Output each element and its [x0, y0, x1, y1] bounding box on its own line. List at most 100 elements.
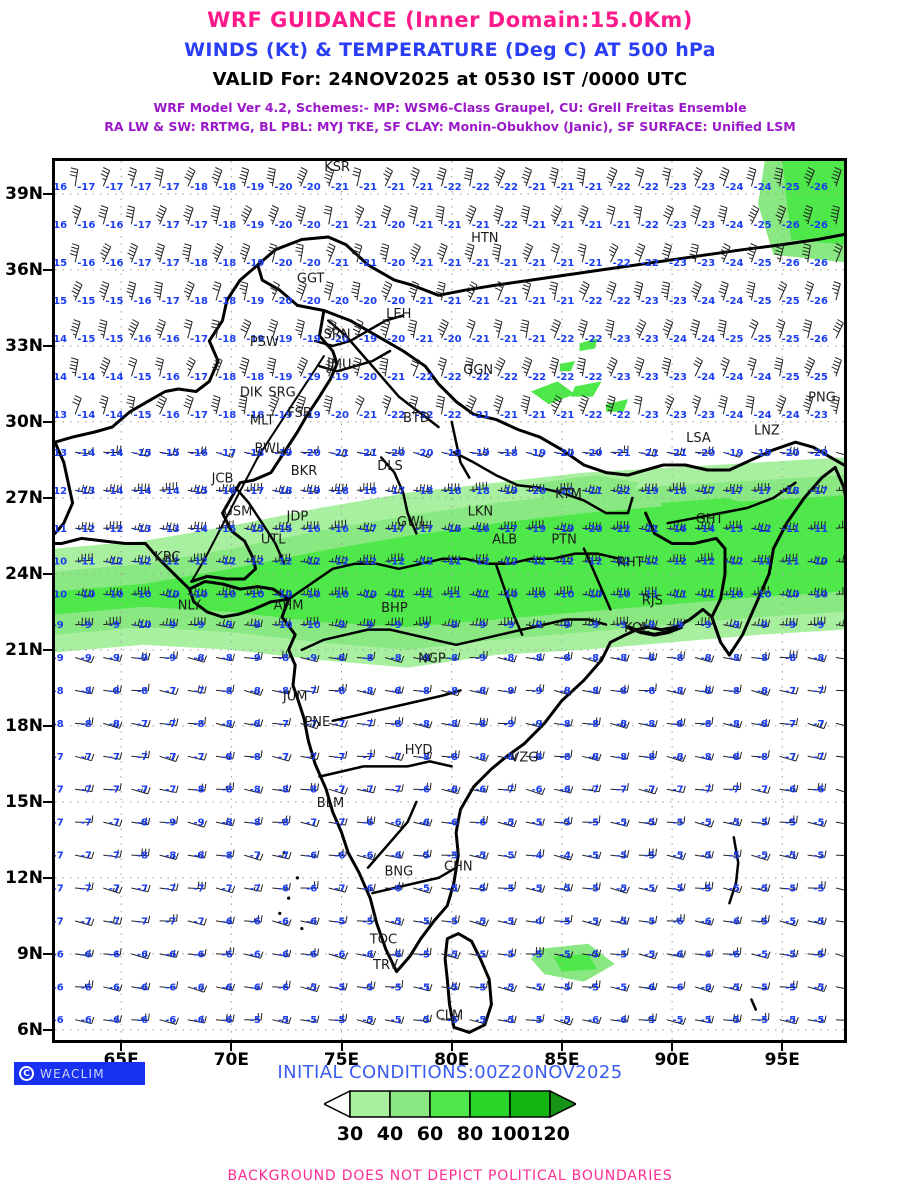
wind-barb-feather [394, 588, 398, 596]
wind-barb-feather [521, 208, 529, 212]
wind-barb-feather [155, 214, 163, 219]
wind-barb-feather [172, 618, 175, 626]
wind-barb-feather [288, 815, 291, 823]
wind-barb-feather [598, 589, 602, 597]
wind-barb-half-feather [331, 558, 334, 562]
wind-barb-half-feather [185, 219, 190, 222]
wind-barb-feather [296, 366, 304, 371]
wind-barb-feather [245, 205, 252, 210]
wind-barb-feather [285, 589, 288, 597]
temperature-value: -8 [391, 686, 402, 697]
wind-barb-feather [682, 754, 687, 762]
temperature-value: -18 [782, 486, 800, 497]
wind-barb [244, 451, 261, 457]
wind-barb [215, 397, 221, 415]
wind-barb-half-feather [326, 371, 331, 374]
wind-barb [835, 821, 844, 825]
map-plot-area[interactable]: -16-17-17-17-17-18-18-19-20-20-21-21-21-… [5, 158, 847, 1070]
wind-barb [130, 246, 138, 263]
wind-barb-feather [579, 401, 587, 406]
wind-barb [497, 489, 515, 494]
temperature-value: -21 [528, 220, 546, 231]
wind-barb-feather [605, 325, 613, 329]
wind-barb-feather [429, 751, 433, 760]
temperature-value: -9 [447, 620, 458, 631]
temperature-value: -5 [278, 1015, 289, 1026]
wind-barb-feather [384, 170, 392, 175]
wind-barb [835, 689, 844, 692]
temperature-value: -22 [415, 372, 433, 383]
wind-barb-feather [795, 1017, 799, 1024]
city-label: NGP [418, 652, 446, 667]
wind-barb [751, 689, 768, 696]
wind-barb-half-feather [692, 295, 697, 298]
wind-barb-feather [297, 319, 305, 323]
wind-barb-feather [97, 329, 105, 333]
wind-barb [272, 722, 290, 726]
wind-barb [497, 821, 515, 828]
wind-barb-feather [310, 521, 312, 529]
wind-barb-feather [282, 446, 285, 454]
wind-barb [751, 527, 769, 532]
wind-barb-feather [792, 589, 796, 597]
wind-barb-feather [363, 618, 366, 626]
temperature-value: -6 [306, 851, 317, 862]
wind-barb [497, 321, 503, 339]
wind-barb-half-feather [359, 621, 362, 625]
wind-barb [666, 689, 684, 695]
wind-barb-feather [300, 357, 308, 362]
wind-barb-feather [493, 325, 501, 329]
wind-barb-feather [616, 484, 619, 492]
wind-barb-feather [634, 398, 642, 402]
wind-barb-feather [241, 325, 249, 330]
wind-barb-half-feather [412, 178, 416, 181]
wind-barb-half-feather [275, 591, 277, 595]
wind-barb-feather [479, 618, 482, 626]
wind-barb [694, 593, 712, 597]
temperature-value: -18 [359, 486, 377, 497]
wind-barb-feather [250, 554, 253, 562]
wind-barb-half-feather [579, 371, 584, 374]
wind-barb [723, 489, 741, 492]
temperature-value: -18 [218, 220, 236, 231]
wind-barb [103, 788, 121, 791]
wind-barb-feather [779, 395, 787, 400]
wind-barb-half-feather [197, 449, 199, 454]
wind-barb-feather [391, 588, 394, 596]
temperature-value: -12 [697, 557, 715, 568]
wind-barb-feather [341, 652, 345, 660]
wind-barb-feather [663, 357, 671, 361]
wind-barb [525, 207, 530, 225]
wind-barb-feather [204, 881, 207, 889]
wind-barb-feather [745, 291, 753, 295]
temperature-value: -19 [274, 372, 292, 383]
temperature-value: -6 [278, 916, 289, 927]
border-state [450, 420, 471, 479]
wind-barb-feather [542, 587, 544, 595]
wind-barb-feather [606, 211, 614, 215]
wind-barb-half-feather [838, 621, 841, 626]
wind-barb-feather [746, 287, 754, 291]
wind-barb-feather [579, 322, 587, 326]
wind-barb-feather [267, 328, 275, 333]
wind-barb-feather [126, 291, 134, 295]
temperature-value: -22 [500, 182, 518, 193]
wind-barb-feather [708, 685, 711, 693]
temperature-value: -7 [109, 916, 120, 927]
wind-barb-feather [514, 850, 517, 858]
wind-barb-feather [832, 284, 840, 288]
wind-barb-feather [662, 170, 670, 174]
wind-barb-half-feather [416, 558, 418, 562]
temperature-value: -19 [303, 372, 321, 383]
wind-barb-feather [211, 401, 219, 405]
wind-barb-half-feather [697, 487, 700, 491]
temperature-value: -11 [782, 524, 800, 535]
wind-barb-feather [187, 170, 194, 175]
wind-barb-feather [645, 483, 647, 491]
wind-barb [750, 283, 756, 301]
wind-barb-feather [638, 243, 646, 247]
wind-barb [103, 722, 120, 729]
wind-barb-feather [832, 205, 840, 209]
wind-barb [525, 821, 543, 826]
wind-barb-feather [356, 318, 364, 323]
